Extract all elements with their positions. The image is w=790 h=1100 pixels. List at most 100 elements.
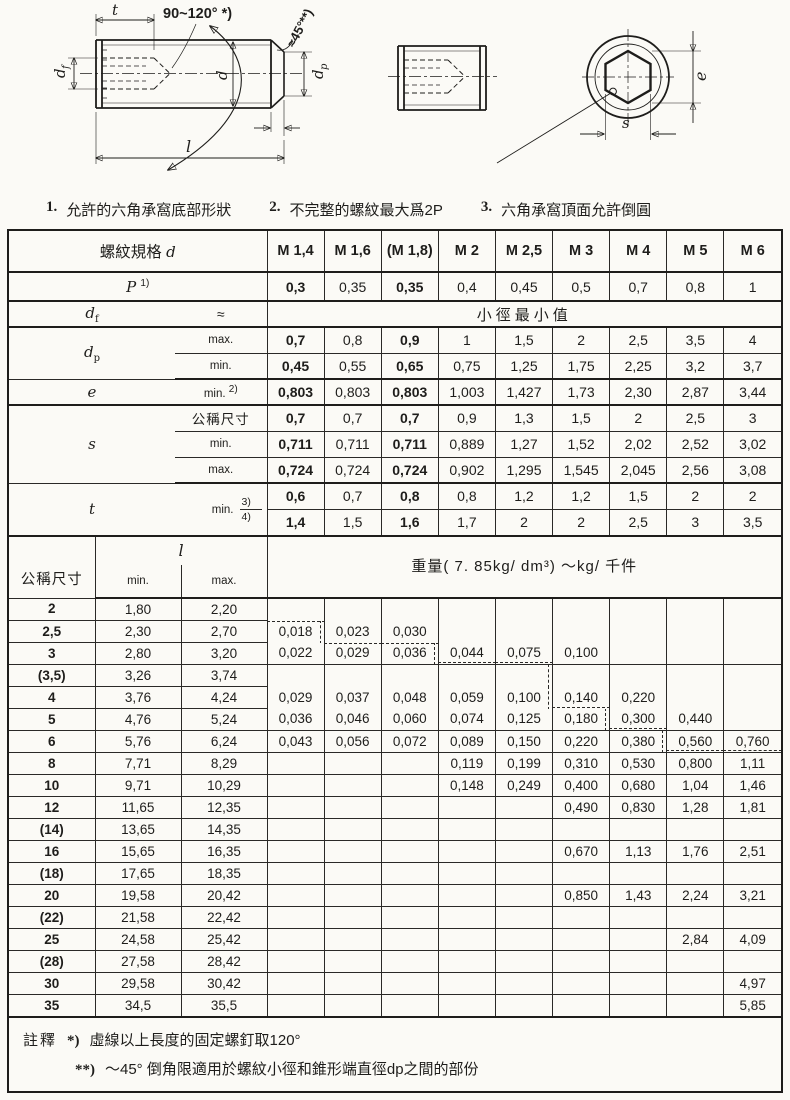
length-row: 4 3,76 4,24 0,029 0,037 0,048 0,059 0,100 0,140 0… [9, 686, 781, 709]
nominal-length-cell: 6 [9, 730, 96, 753]
weight-cell [438, 972, 496, 995]
weight-cell: 0,100 [495, 686, 554, 709]
weight-cell [267, 972, 325, 995]
weight-cell [324, 796, 382, 819]
weight-cell [552, 862, 611, 885]
weight-cell: 0,022 [267, 642, 325, 665]
dp-min-cell: 0,75 [437, 352, 496, 380]
weight-cell [609, 950, 668, 973]
l-max-cell: 22,42 [181, 906, 268, 929]
pitch-value-cell: 0,35 [380, 271, 439, 302]
s-nominal-cell: 3 [723, 404, 781, 431]
nominal-length-cell: 3 [9, 642, 96, 665]
s-nominal-cell: 0,7 [323, 404, 382, 431]
length-row: 2 1,80 2,20 [9, 597, 781, 621]
svg-text:p: p [319, 63, 330, 70]
minor-diameter-row: df ≈ 小徑最小值 [9, 300, 781, 328]
weight-cell [438, 796, 496, 819]
weight-cell [324, 840, 382, 863]
figure-notes: 1. 允許的六角承窩底部形狀 2. 不完整的螺紋最大爲2P 3. 六角承窩頂面允許倒圓 [46, 197, 790, 221]
weight-cell [324, 818, 382, 841]
weight-cell: 0,089 [438, 730, 496, 753]
weight-cell: 1,46 [723, 774, 781, 797]
t-min4-cell: 2 [494, 508, 553, 535]
weight-cell [495, 884, 554, 907]
dp-max-cell: 0,9 [380, 326, 439, 353]
set-screw-side-view: d f t 90~120° *) ≈45°**) d [51, 1, 330, 170]
weight-cell: 0,249 [495, 774, 554, 797]
weight-cell [724, 643, 781, 665]
nominal-length-cell: 4 [9, 686, 96, 709]
dim-label-e: e [691, 72, 710, 81]
s-max-cell: 1,545 [552, 456, 610, 484]
weight-cell [609, 972, 668, 995]
weight-cell: 0,119 [438, 752, 496, 775]
spec-label-cell: 螺紋規格 d [9, 231, 267, 273]
length-weight-table: 公稱尺寸 l 重量( 7. 85kg/ dm³) ～kg/ 千件 min. ma… [9, 535, 781, 1016]
weight-cell [724, 621, 781, 643]
weight-cell [495, 928, 554, 951]
e-min-cell: 2,87 [666, 378, 724, 406]
s-nominal-cell: 0,7 [266, 404, 325, 431]
weight-cell [381, 597, 439, 621]
dp-min-cell: 0,55 [323, 352, 382, 380]
weight-cell: 1,76 [666, 840, 725, 863]
weight-cell: 0,048 [381, 686, 439, 709]
weight-cell: 2,24 [666, 884, 725, 907]
length-row: 16 15,65 16,35 0,670 1,13 1,76 2,51 [9, 840, 781, 863]
l-min-cell: 21,58 [95, 906, 182, 929]
weight-cell: 0,680 [609, 774, 668, 797]
weight-cell [267, 796, 325, 819]
s-nominal-cell: 2,5 [666, 404, 724, 431]
weight-cell: 0,400 [552, 774, 611, 797]
weight-cell: 0,530 [609, 752, 668, 775]
dp-max-cell: 0,8 [323, 326, 382, 353]
weight-cell [438, 597, 496, 621]
weight-cell: 0,023 [324, 620, 382, 643]
weight-cell: 0,036 [267, 708, 325, 731]
weight-cell: 0,140 [552, 686, 611, 709]
nominal-length-cell: 5 [9, 708, 96, 731]
l-header-cell: l [95, 536, 268, 565]
weight-cell: 0,037 [324, 686, 382, 709]
weight-cell [723, 862, 781, 885]
weight-cell: 0,300 [609, 708, 668, 731]
length-row: 8 7,71 8,29 0,119 0,199 0,310 0,530 0,800 1,11 [9, 752, 781, 775]
s-min-cell: 0,889 [437, 430, 496, 457]
weight-cell: 0,380 [609, 730, 668, 753]
s-min-cell: 1,52 [552, 430, 610, 457]
svg-text:d: d [213, 70, 231, 80]
dp-max-cell: 0,7 [266, 326, 325, 353]
l-min-cell: 17,65 [95, 862, 182, 885]
s-max-cell: 0,724 [380, 456, 439, 484]
dp-max-row: dp max. 0,7 0,8 0,9 1 1,5 2 2,5 3,5 4 [9, 326, 781, 379]
dp-min-cell: 2,25 [609, 352, 667, 380]
weight-cell [438, 862, 496, 885]
e-min-row: e min. 2) 0,803 0,803 0,803 1,003 1,427 1,73 2… [9, 378, 781, 406]
pitch-value-cell: 0,35 [323, 271, 382, 302]
weight-cell [381, 752, 439, 775]
weight-cell [381, 796, 439, 819]
l-min-cell: 3,26 [95, 664, 182, 687]
weight-cell [324, 928, 382, 951]
dp-max-label: max. [175, 326, 267, 353]
s-max-cell: 1,295 [494, 456, 553, 484]
weight-cell: 1,81 [723, 796, 781, 819]
nominal-length-cell: (14) [9, 818, 96, 841]
weight-cell [324, 972, 382, 995]
length-row: (18) 17,65 18,35 [9, 862, 781, 885]
weight-cell [267, 597, 325, 621]
dim-label-d: d [213, 70, 231, 80]
dp-max-cell: 2 [552, 326, 610, 353]
df-approx-cell: ≈ [175, 300, 267, 328]
weight-cell [552, 994, 611, 1016]
l-min-cell: 3,76 [95, 686, 182, 709]
l-max-cell: 35,5 [181, 994, 268, 1016]
s-label-cell: s [9, 404, 175, 483]
weight-cell [381, 994, 439, 1016]
weight-cell [495, 862, 554, 885]
socket-angle-label: 90~120° *) [163, 6, 232, 22]
figure-note-2: 2. 不完整的螺紋最大爲2P [269, 198, 443, 219]
weight-cell [267, 752, 325, 775]
